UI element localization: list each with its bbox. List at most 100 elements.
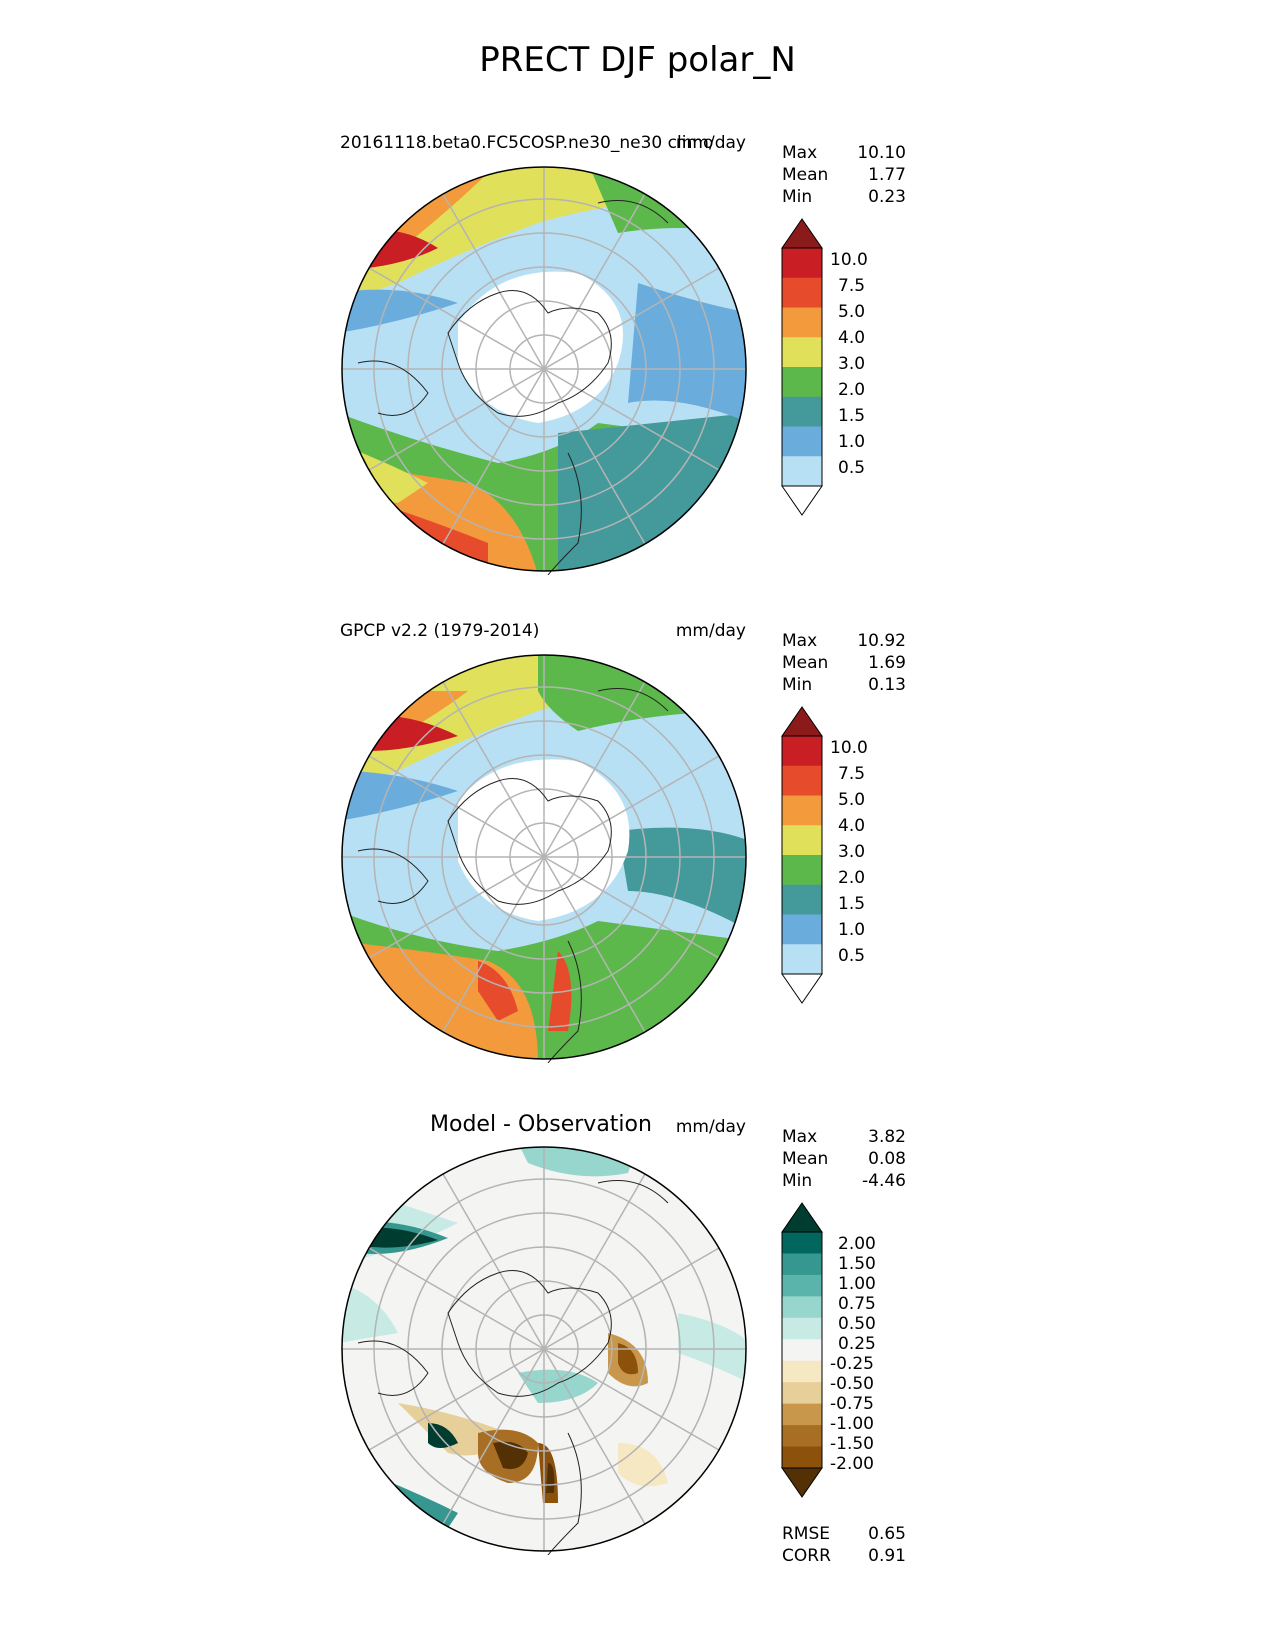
footer-stat-value: 0.65 [868,1524,906,1544]
stat-label: Max [782,1127,818,1147]
stat-value: -4.46 [862,1171,906,1191]
stat-label: Mean [782,165,829,185]
colorbar-tick: 3.0 [838,842,866,862]
panel-units: mm/day [675,621,746,641]
colorbar-tick: -2.00 [830,1454,874,1474]
polar-map-difference [341,1146,747,1555]
figure-title: PRECT DJF polar_N [479,40,796,80]
colorbar-tick: 1.0 [838,920,866,940]
colorbar-tick: 2.0 [838,868,866,888]
colorbar [781,1202,823,1498]
colorbar-extend-max [781,1202,823,1233]
stat-value: 1.77 [868,165,906,185]
colorbar-tick: 10.0 [830,250,868,270]
footer-stat-label: CORR [782,1546,831,1566]
coastlines [357,1180,669,1555]
colorbar-segment [782,1317,822,1340]
coastlines [357,688,669,1063]
stat-label: Mean [782,653,829,673]
panel-units: mm/day [675,133,746,153]
colorbar-segment [782,337,822,368]
stat-value: 0.13 [868,675,906,695]
footer-stat-value: 0.91 [868,1546,906,1566]
colorbar-segment [782,1425,822,1448]
colorbar-outline [781,735,823,975]
map-boundary [341,1146,747,1552]
polar-map-model [341,166,747,575]
colorbar-segment [782,426,822,457]
coastlines [357,200,669,575]
stat-label: Max [782,143,818,163]
map-boundary [341,654,747,1060]
colorbar-tick: 0.75 [838,1294,876,1314]
colorbar-extend-max [781,706,823,737]
stat-value: 10.92 [857,631,906,651]
colorbar-extend-min [781,973,823,1004]
colorbar-extend-max [781,218,823,249]
colorbar-tick: 2.00 [838,1234,876,1254]
stat-label: Max [782,631,818,651]
colorbar-segment [782,1382,822,1405]
colorbar-tick: -1.00 [830,1414,874,1434]
stat-label: Mean [782,1149,829,1169]
colorbar-segment [782,1403,822,1426]
colorbar-tick: 2.0 [838,380,866,400]
map-boundary [341,166,747,572]
colorbar-segment [782,1360,822,1383]
colorbar-tick: 1.00 [838,1274,876,1294]
colorbar-segment [782,1253,822,1276]
colorbar-tick: 1.5 [838,406,866,426]
colorbar-segments [781,1202,823,1498]
colorbar-segment [782,1446,822,1469]
stat-label: Min [782,675,813,695]
stat-label: Min [782,187,813,207]
colorbar-segment [782,1274,822,1297]
colorbar-tick: 0.25 [838,1334,876,1354]
colorbar-segment [782,736,822,767]
colorbar-segment [782,825,822,856]
colorbar-tick: 4.0 [838,328,866,348]
colorbar-segments [781,706,823,1004]
colorbar-tick: 5.0 [838,302,866,322]
panel-left-title: 20161118.beta0.FC5COSP.ne30_ne30 climo [340,133,714,153]
colorbar-tick: 10.0 [830,738,868,758]
colorbar-tick: 7.5 [838,764,866,784]
panel-center-title: Model - Observation [430,1112,652,1137]
colorbar-tick: 7.5 [838,276,866,296]
colorbar-segments [781,218,823,516]
colorbar-segment [782,277,822,308]
colorbar-tick: -0.75 [830,1394,874,1414]
colorbar-segment [782,396,822,427]
colorbar-segment [782,1232,822,1254]
panel-left-title: GPCP v2.2 (1979-2014) [340,621,540,641]
stat-value: 10.10 [857,143,906,163]
colorbar-outline [781,1231,823,1469]
polar-map-observation [341,654,747,1063]
colorbar-segment [782,765,822,796]
colorbar-tick: 0.50 [838,1314,876,1334]
colorbar-outline [781,247,823,487]
colorbar-tick: 4.0 [838,816,866,836]
graticule [342,1147,746,1551]
colorbar-tick: 1.0 [838,432,866,452]
stat-value: 0.23 [868,187,906,207]
colorbar-tick: 5.0 [838,790,866,810]
colorbar-segment [782,1339,822,1362]
colorbar-tick: 0.5 [838,946,866,966]
colorbar [781,706,823,1004]
colorbar-segment [782,1296,822,1319]
colorbar-segment [782,307,822,338]
colorbar-tick: -0.25 [830,1354,874,1374]
colorbar-segment [782,248,822,279]
colorbar-tick: 3.0 [838,354,866,374]
colorbar-segment [782,914,822,945]
stat-value: 1.69 [868,653,906,673]
colorbar [781,218,823,516]
graticule [342,655,746,1059]
colorbar-tick: -0.50 [830,1374,874,1394]
stat-value: 0.08 [868,1149,906,1169]
colorbar-segment [782,367,822,398]
colorbar-segment [782,855,822,886]
colorbar-extend-min [781,485,823,516]
colorbar-tick: 1.5 [838,894,866,914]
